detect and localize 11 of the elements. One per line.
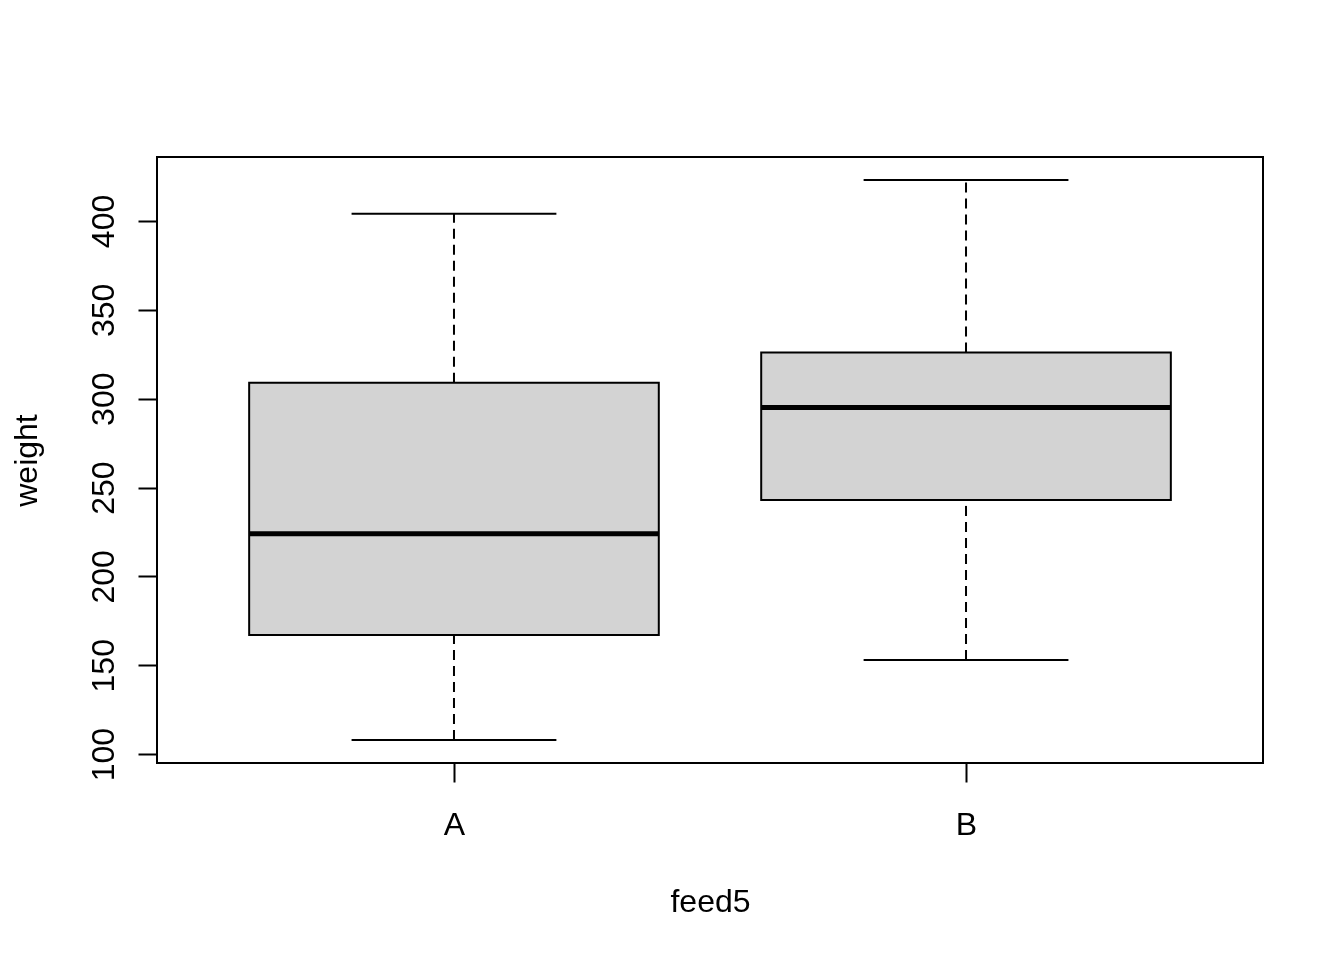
y-tick-label: 300 [84,372,121,426]
y-tick-label: 350 [84,283,121,338]
y-tick-label: 250 [84,461,121,515]
x-axis-title: feed5 [670,882,751,919]
y-tick-label: 400 [84,194,121,249]
y-axis-title: weight [7,414,44,508]
y-tick-label: 100 [84,727,121,782]
y-tick-label: 150 [84,639,121,693]
x-tick-label: A [443,805,466,842]
y-tick-label: 200 [84,550,121,604]
x-tick-label: B [955,805,978,842]
